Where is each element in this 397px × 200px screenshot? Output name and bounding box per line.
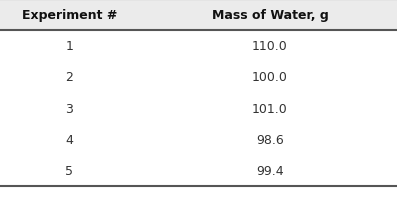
- Text: 3: 3: [66, 102, 73, 115]
- Text: Experiment #: Experiment #: [22, 9, 117, 22]
- Text: 5: 5: [66, 164, 73, 177]
- Text: 98.6: 98.6: [256, 133, 284, 146]
- Text: 1: 1: [66, 40, 73, 53]
- Text: 2: 2: [66, 71, 73, 84]
- Text: 110.0: 110.0: [252, 40, 288, 53]
- Text: 100.0: 100.0: [252, 71, 288, 84]
- Bar: [0, 0, 397, 31]
- Text: 101.0: 101.0: [252, 102, 288, 115]
- Text: 99.4: 99.4: [256, 164, 284, 177]
- Text: Mass of Water, g: Mass of Water, g: [212, 9, 328, 22]
- Text: 4: 4: [66, 133, 73, 146]
